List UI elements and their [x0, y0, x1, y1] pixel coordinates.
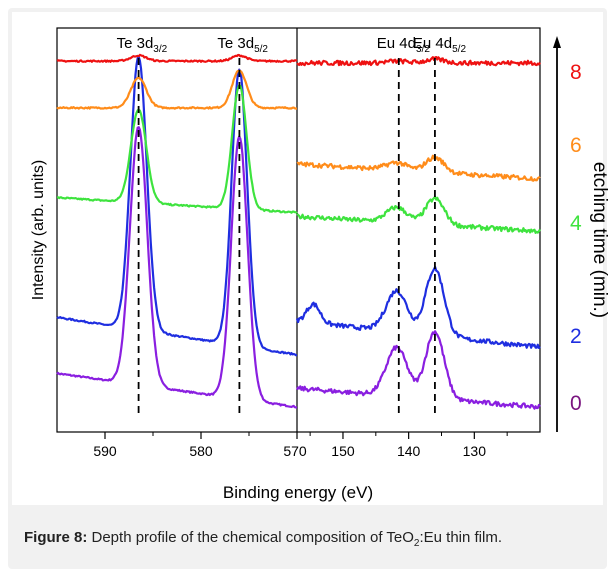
etching-time-tick-6: 6 [570, 134, 582, 157]
series-line-8min [56, 53, 298, 63]
caption-label: Figure 8: [24, 529, 88, 546]
peak-label: Te 3d5/2 [217, 35, 268, 55]
x-tick-label: 590 [93, 443, 117, 459]
series-line-6min [296, 154, 541, 182]
etching-time-tick-0: 0 [570, 392, 582, 415]
peak-label: Te 3d3/2 [117, 35, 168, 55]
x-axis-label: Binding energy (eV) [223, 483, 373, 502]
caption-text-2: :Eu thin film. [419, 529, 502, 546]
etching-time-arrow [553, 36, 561, 48]
y-axis-label: Intensity (arb. units) [30, 160, 47, 301]
etching-time-label: etching time (min.) [589, 162, 610, 318]
series-line-8min [296, 55, 541, 67]
series-line-0min [56, 126, 298, 409]
x-tick-label: 570 [283, 443, 307, 459]
series-line-4min [296, 195, 541, 234]
x-tick-label: 580 [189, 443, 213, 459]
series-line-2min [295, 265, 541, 349]
series-line-4min [56, 84, 298, 214]
caption-subscript: 2 [413, 538, 420, 549]
figure-area [12, 12, 603, 505]
etching-time-tick-4: 4 [570, 212, 582, 235]
figure-caption: Figure 8: Depth profile of the chemical … [24, 527, 584, 554]
series-line-0min [296, 330, 541, 410]
etching-time-tick-2: 2 [570, 325, 582, 348]
x-tick-label: 150 [331, 443, 355, 459]
x-tick-label: 140 [397, 443, 421, 459]
caption-text-1: Depth profile of the chemical compositio… [87, 529, 414, 546]
series-line-2min [56, 55, 297, 357]
x-tick-label: 130 [463, 443, 487, 459]
etching-time-tick-8: 8 [570, 61, 582, 84]
series-line-6min [56, 69, 298, 110]
